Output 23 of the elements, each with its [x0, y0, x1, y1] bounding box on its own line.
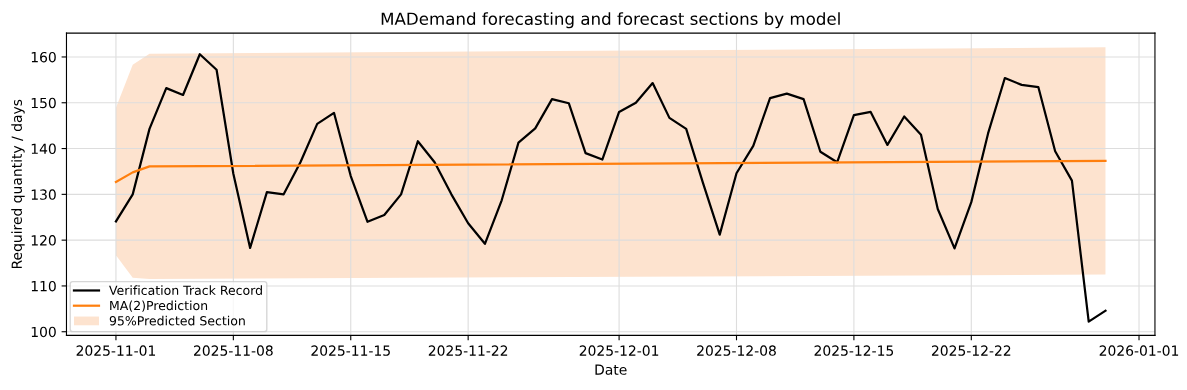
- y-tick-label: 110: [31, 280, 56, 292]
- x-tick-label: 2025-11-01: [76, 345, 156, 356]
- x-tick-label: 2025-11-08: [194, 345, 273, 356]
- y-tick-label: 160: [31, 51, 56, 63]
- legend-label: MA(2)Prediction: [110, 300, 208, 312]
- y-axis-title: Required quantity / days: [11, 99, 25, 269]
- y-tick-label: 150: [31, 97, 56, 109]
- x-tick-label: 2025-11-15: [311, 345, 390, 356]
- x-axis-title: Date: [595, 364, 627, 375]
- x-tick-label: 2026-01-01: [1099, 345, 1179, 356]
- x-tick-label: 2025-12-01: [579, 345, 659, 356]
- y-tick-label: 120: [31, 235, 56, 246]
- x-tick-label: 2025-12-08: [697, 345, 776, 356]
- y-tick-label: 140: [31, 143, 56, 155]
- x-tick-label: 2025-12-22: [931, 345, 1011, 356]
- x-tick-label: 2025-12-15: [814, 345, 894, 356]
- chart-title: MADemand forecasting and forecast sections by model: [381, 12, 840, 29]
- y-tick-label: 130: [31, 189, 56, 200]
- legend-label: 95%Predicted Section: [109, 315, 245, 326]
- legend-label: Verification Track Record: [109, 285, 262, 296]
- x-tick-label: 2025-11-22: [428, 345, 508, 356]
- line-series: [114, 159, 1107, 184]
- y-tick-label: 100: [31, 326, 56, 338]
